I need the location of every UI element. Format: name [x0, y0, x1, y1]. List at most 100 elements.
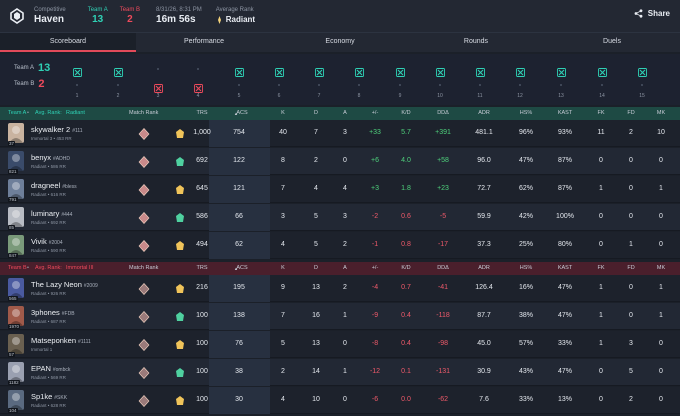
player-row[interactable]: 565 The Lazy Neon #2009 Radiant • 926 RR 216…	[0, 275, 680, 302]
tab-duels[interactable]: Duels	[603, 38, 621, 45]
share-label: Share	[647, 9, 670, 18]
player-avatar[interactable]	[8, 123, 24, 143]
player-name[interactable]: Matseponken	[31, 336, 77, 345]
player-avatar[interactable]	[8, 179, 24, 199]
sort-arrow-icon[interactable]: ▲	[234, 266, 238, 271]
col-a[interactable]: A	[343, 265, 347, 271]
col-k[interactable]: K	[281, 110, 285, 116]
col-kast[interactable]: KAST	[557, 265, 573, 271]
tab-scoreboard[interactable]: Scoreboard	[0, 33, 136, 52]
round-4-win-icon[interactable]	[194, 80, 203, 93]
col-hs[interactable]: HS%	[519, 265, 533, 271]
round-15-win-icon[interactable]	[638, 64, 647, 77]
round-6-win-icon[interactable]	[275, 64, 284, 77]
col-pm[interactable]: +/-	[371, 110, 379, 116]
player-name[interactable]: Sp1ke	[31, 392, 53, 401]
player-name-line[interactable]: dragneel #bless	[31, 181, 77, 190]
timeline-team-a-score: 13	[38, 62, 51, 74]
col-a[interactable]: A	[343, 110, 347, 116]
player-name[interactable]: The Lazy Neon	[31, 280, 82, 289]
player-name[interactable]: Vivik	[31, 237, 47, 246]
col-adr[interactable]: ADR	[478, 110, 490, 116]
stat-trs: 100	[196, 368, 208, 375]
player-row[interactable]: 85 luminary #444 Radiant • 692 RR 586 66 3 5 3 -2…	[0, 204, 680, 231]
app-logo-icon[interactable]	[8, 7, 26, 25]
col-dd[interactable]: DDΔ	[437, 110, 449, 116]
player-name[interactable]: 3phones	[31, 308, 60, 317]
col-pm[interactable]: +/-	[371, 265, 379, 271]
round-12-win-icon[interactable]	[516, 64, 525, 77]
col-fd[interactable]: FD	[627, 110, 635, 116]
tab-rounds[interactable]: Rounds	[463, 38, 489, 45]
player-avatar[interactable]	[8, 390, 24, 410]
col-fk[interactable]: FK	[597, 265, 605, 271]
col-d[interactable]: D	[314, 265, 318, 271]
round-11-win-icon[interactable]	[476, 64, 485, 77]
player-avatar[interactable]	[8, 235, 24, 255]
round-14-win-icon[interactable]	[598, 64, 607, 77]
player-row[interactable]: 821 benyx #ADHD Radiant • 586 RR 692 122 8 2 0 +6…	[0, 148, 680, 175]
tab-performance[interactable]: Performance	[183, 38, 225, 45]
col-acs[interactable]: ACS	[236, 110, 248, 116]
player-name[interactable]: EPAN	[31, 364, 51, 373]
col-k[interactable]: K	[281, 265, 285, 271]
col-trs[interactable]: TRS	[196, 110, 208, 116]
player-row[interactable]: 1182 EPAN #ombck Radiant • 569 RR 100 38 2 14 1 -…	[0, 359, 680, 386]
player-name-line[interactable]: skywalker 2 #111	[31, 125, 83, 134]
round-8-win-icon[interactable]	[355, 64, 364, 77]
col-kd[interactable]: K/D	[401, 265, 411, 271]
player-name[interactable]: dragneel	[31, 181, 61, 190]
player-name-line[interactable]: Vivik #2004	[31, 237, 63, 246]
stat-acs: 62	[235, 241, 243, 248]
round-2-win-icon[interactable]	[114, 64, 123, 77]
round-5-win-icon[interactable]	[235, 64, 244, 77]
col-adr[interactable]: ADR	[478, 265, 490, 271]
player-avatar[interactable]	[8, 362, 24, 382]
player-name-line[interactable]: 3phones #FDB	[31, 308, 75, 317]
player-row[interactable]: 37 skywalker 2 #111 Immortal 3 • 453 RR 1,00…	[0, 120, 680, 147]
player-row[interactable]: 104 Sp1ke #SKK Radiant • 628 RR 100 30 4 10 0 -6 0…	[0, 387, 680, 414]
player-avatar[interactable]	[8, 151, 24, 171]
player-name-line[interactable]: Matseponken #1111	[31, 336, 91, 345]
player-row[interactable]: 57 Matseponken #1111 Immortal 1 100 76 5 13 0 -8 0…	[0, 331, 680, 358]
player-name-line[interactable]: The Lazy Neon #2009	[31, 280, 98, 289]
col-mk[interactable]: MK	[656, 265, 666, 271]
player-name[interactable]: luminary	[31, 209, 60, 218]
player-name-line[interactable]: Sp1ke #SKK	[31, 392, 67, 401]
col-d[interactable]: D	[314, 110, 318, 116]
round-7-win-icon[interactable]	[315, 64, 324, 77]
round-10-win-icon[interactable]	[436, 64, 445, 77]
col-trs[interactable]: TRS	[196, 265, 208, 271]
player-name[interactable]: skywalker 2	[31, 125, 71, 134]
round-3-win-icon[interactable]	[154, 80, 163, 93]
col-fd[interactable]: FD	[627, 265, 635, 271]
player-name-line[interactable]: luminary #444	[31, 209, 72, 218]
player-avatar[interactable]	[8, 207, 24, 227]
player-avatar[interactable]	[8, 306, 24, 326]
player-row[interactable]: 791 dragneel #bless Radiant • 616 RR 645 121 7…	[0, 176, 680, 203]
col-kd[interactable]: K/D	[401, 110, 411, 116]
share-button[interactable]: Share	[634, 9, 670, 18]
col-fk[interactable]: FK	[597, 110, 605, 116]
col-match-rank[interactable]: Match Rank	[129, 265, 159, 271]
col-kast[interactable]: KAST	[557, 110, 573, 116]
col-mk[interactable]: MK	[656, 110, 666, 116]
sort-arrow-icon[interactable]: ▲	[234, 111, 238, 116]
col-match-rank[interactable]: Match Rank	[129, 110, 159, 116]
player-name-line[interactable]: benyx #ADHD	[31, 153, 70, 162]
round-9-win-icon[interactable]	[396, 64, 405, 77]
player-name-line[interactable]: EPAN #ombck	[31, 364, 70, 373]
round-13-win-icon[interactable]	[557, 64, 566, 77]
col-acs[interactable]: ACS	[236, 265, 248, 271]
player-row[interactable]: 847 Vivik #2004 Radiant • 590 RR 494 62 4 5 2 -1 0…	[0, 232, 680, 259]
round-1-win-icon[interactable]	[73, 64, 82, 77]
player-name[interactable]: benyx	[31, 153, 52, 162]
player-row[interactable]: 1970 3phones #FDB Radiant • 687 RR 100 138 7 16…	[0, 303, 680, 330]
col-dd[interactable]: DDΔ	[437, 265, 449, 271]
player-avatar[interactable]	[8, 278, 24, 298]
tab-economy[interactable]: Economy	[325, 38, 355, 45]
stat-dd: -17	[437, 241, 449, 248]
player-avatar[interactable]	[8, 334, 24, 354]
col-hs[interactable]: HS%	[519, 110, 533, 116]
